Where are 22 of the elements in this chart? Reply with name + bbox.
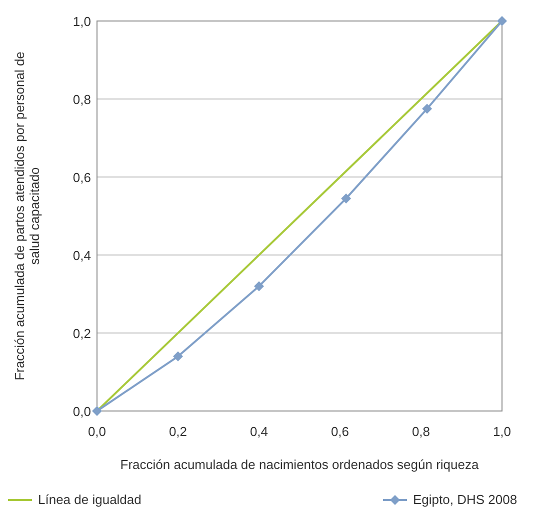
point: [422, 104, 432, 114]
point: [497, 16, 507, 26]
x-tick-label: 0,2: [168, 424, 188, 439]
point: [254, 281, 264, 292]
y-tick-label: 0,0: [72, 404, 91, 419]
point: [92, 406, 102, 416]
legend-label: Línea de igualdad: [38, 492, 142, 507]
y-axis-title: Fracción acumulada de partos atendidos por personal de salud capacitado: [12, 52, 42, 380]
y-tick-label: 0,8: [72, 92, 91, 107]
x-tick-label: 0,8: [412, 424, 430, 439]
x-tick-label: 1,0: [492, 424, 512, 439]
point: [173, 351, 183, 362]
y-tick-label: 0,4: [72, 248, 91, 263]
x-tick-label: 0,4: [250, 424, 268, 439]
x-tick-label: 0,0: [88, 424, 106, 439]
legend-label: Egipto, DHS 2008: [413, 492, 518, 507]
x-tick-label: 0,6: [330, 424, 350, 439]
y-tick-label: 0,2: [72, 326, 91, 341]
x-axis-title: Fracción acumulada de nacimientos ordenados según riqueza: [120, 457, 480, 472]
y-tick-label: 1,0: [72, 14, 91, 29]
y-tick-label: 0,6: [72, 170, 91, 185]
point: [341, 193, 352, 204]
